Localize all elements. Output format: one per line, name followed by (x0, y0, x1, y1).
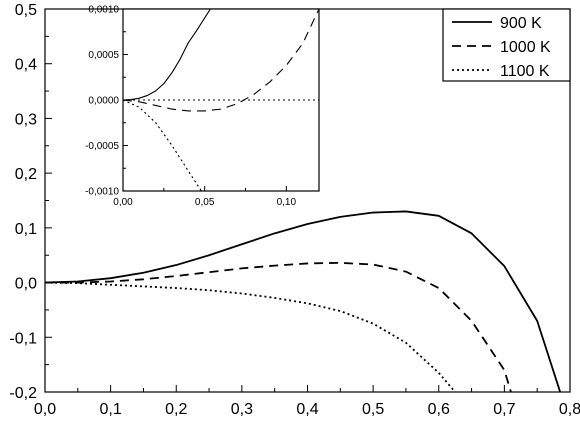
inset-y-tick-label: -0,0005 (85, 141, 119, 152)
main-series-dotted (45, 281, 456, 392)
main-x-tick-label: 0,4 (296, 401, 318, 418)
main-y-tick-label: 0,2 (15, 166, 37, 183)
main-x-tick-label: 0,7 (493, 401, 515, 418)
legend-label: 1000 K (500, 39, 551, 56)
main-y-tick-label: 0,4 (15, 57, 37, 74)
main-x-tick-label: 0,0 (34, 401, 56, 418)
main-series-dashed (45, 261, 512, 392)
main-x-tick-label: 0,5 (362, 401, 384, 418)
legend-label: 1100 K (500, 63, 550, 80)
inset-y-tick-label: 0,0000 (88, 96, 119, 107)
inset-y-tick-label: -0,0010 (85, 187, 119, 198)
inset-frame (122, 8, 320, 192)
legend-frame (442, 8, 571, 82)
inset-x-tick-label: 0,05 (195, 197, 215, 208)
inset-series-dashed (123, 9, 319, 112)
main-x-tick-label: 0,8 (559, 401, 580, 418)
main-y-tick-label: 0,5 (15, 2, 37, 19)
inset-y-tick-label: 0,0005 (88, 50, 119, 61)
main-chart: 0,0 0,1 0,2 0,3 0,4 0,5 0,6 0,7 0,8 0,5 0,4 0,3 0,2 0… (9, 2, 580, 418)
main-y-tick-label: -0,2 (9, 385, 37, 402)
main-x-tick-label: 0,2 (165, 401, 187, 418)
inset-series-group (123, 9, 319, 191)
main-y-tick-label: 0,1 (15, 221, 37, 238)
legend-label: 900 K (500, 15, 542, 32)
main-x-tick-label: 0,3 (231, 401, 253, 418)
inset-x-tick-label: 0,10 (277, 197, 297, 208)
main-series-group (45, 210, 562, 392)
inset-y-tick-label: 0,0010 (88, 5, 119, 16)
legend: 900 K 1000 K 1100 K (442, 8, 571, 82)
main-y-tick-label: 0,0 (15, 276, 37, 293)
inset-chart: 0,00 0,05 0,10 0,0010 0,0005 0,0000 -0,0005 -0,… (85, 5, 320, 208)
main-x-tick-label: 0,1 (100, 401, 122, 418)
main-x-tick-label: 0,6 (428, 401, 450, 418)
main-series-solid (45, 210, 562, 392)
inset-x-tick-label: 0,00 (113, 197, 133, 208)
main-y-tick-label: -0,1 (9, 330, 37, 347)
main-y-tick-label: 0,3 (15, 111, 37, 128)
inset-series-solid (123, 9, 211, 101)
